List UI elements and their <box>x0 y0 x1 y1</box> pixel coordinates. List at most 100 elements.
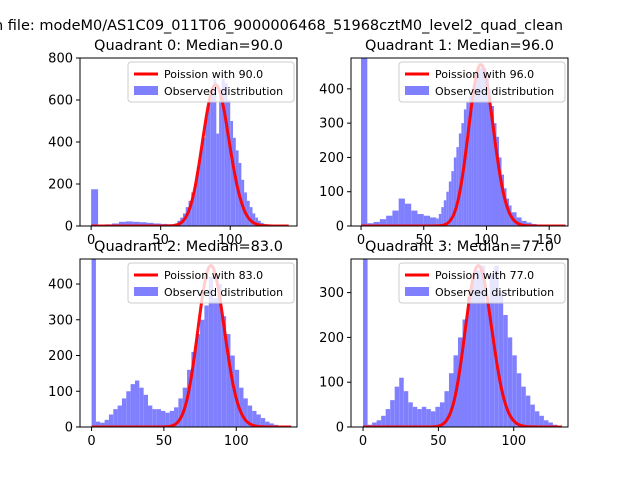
histogram-bar <box>249 207 253 226</box>
histogram-bar <box>134 380 140 427</box>
histogram-bar <box>411 210 418 226</box>
histogram-bar <box>126 391 131 427</box>
panel-title: Quadrant 2: Median=83.0 <box>94 239 283 255</box>
histogram-bar <box>398 198 405 226</box>
histogram-bar <box>363 259 368 427</box>
histogram-bar <box>373 221 380 226</box>
x-tick-label: 0 <box>87 233 95 248</box>
panel-title: Quadrant 1: Median=96.0 <box>365 38 554 54</box>
histogram-bar <box>526 222 532 226</box>
histogram-bar <box>496 136 500 226</box>
histogram-bar <box>498 292 504 427</box>
histogram-bar <box>260 418 266 427</box>
histogram-bar <box>394 386 400 427</box>
histogram-bar <box>139 387 144 427</box>
y-tick-label: 400 <box>319 82 344 97</box>
histogram-bar <box>247 405 253 427</box>
histogram-bar <box>207 100 211 226</box>
y-tick-label: 200 <box>319 151 344 166</box>
histogram-bar <box>485 301 490 427</box>
x-tick-label: 50 <box>430 434 447 449</box>
poisson-curve <box>91 264 292 427</box>
histogram-bar <box>361 58 368 226</box>
histogram-bar <box>125 221 133 226</box>
histogram-bar <box>188 200 192 226</box>
histogram-bar <box>448 181 452 226</box>
x-tick-label: 0 <box>359 434 367 449</box>
histogram-bar <box>501 174 505 226</box>
x-tick-label: 100 <box>501 434 526 449</box>
histogram-bar <box>243 398 248 427</box>
panel-title: Quadrant 0: Median=90.0 <box>94 38 283 54</box>
histogram-bar <box>438 214 442 226</box>
histogram-bar <box>100 422 105 427</box>
histogram-bar <box>118 221 126 226</box>
legend-label-observed: Observed distribution <box>164 85 283 98</box>
histogram-bar <box>399 377 404 427</box>
histogram-bar <box>213 79 217 226</box>
legend: Poission with 96.0 Observed distribution <box>398 61 566 103</box>
histogram-bar <box>252 213 256 226</box>
histogram-bar <box>204 305 209 427</box>
histogram-bar <box>481 64 484 226</box>
histogram-bar <box>230 355 235 427</box>
histogram-bar <box>256 414 261 427</box>
legend-label-observed: Observed distribution <box>435 286 554 299</box>
histogram-bar <box>104 419 109 427</box>
legend-swatch-observed <box>405 287 429 296</box>
x-tick-label: 0 <box>357 233 365 248</box>
y-tick-label: 300 <box>319 286 344 301</box>
histogram-bar <box>466 102 469 226</box>
x-tick-label: 100 <box>218 233 243 248</box>
histogram-bar <box>91 189 99 226</box>
histogram-bar <box>516 217 522 226</box>
histogram-bar <box>156 409 162 427</box>
histogram-bar <box>435 406 440 427</box>
axes-frame <box>79 258 298 428</box>
histogram-bar <box>139 222 147 226</box>
histogram-bar <box>423 215 431 226</box>
y-tick-label: 0 <box>336 220 344 235</box>
histogram-bar <box>130 384 135 427</box>
histogram-bar <box>403 391 409 427</box>
histogram-bar <box>507 337 513 427</box>
legend-box <box>398 262 566 304</box>
histogram-bar <box>468 95 472 226</box>
histogram-bar <box>480 265 486 427</box>
histogram-bar <box>486 78 489 226</box>
histogram-bar <box>208 276 214 427</box>
histogram-bar <box>202 137 206 226</box>
histogram-bar <box>108 414 114 427</box>
x-tick-label: 0 <box>87 434 95 449</box>
histogram-bar <box>143 394 148 427</box>
histogram-bar <box>412 406 418 427</box>
histogram-bar <box>476 75 479 226</box>
histogram-bar <box>521 220 527 226</box>
poisson-curve <box>91 83 289 226</box>
histogram-bar <box>174 407 179 427</box>
histogram-bar <box>453 157 457 226</box>
y-tick-label: 400 <box>48 136 73 151</box>
panel-title: Quadrant 3: Median=77.0 <box>365 239 554 255</box>
histogram-bar <box>244 192 247 226</box>
histogram-bar <box>462 319 468 427</box>
histogram-bar <box>194 184 197 226</box>
histogram-bar <box>543 420 549 427</box>
y-tick-label: 400 <box>48 278 73 293</box>
y-tick-label: 100 <box>319 376 344 391</box>
histogram-bar <box>488 88 492 226</box>
histogram-bar <box>456 147 459 226</box>
histogram-bar <box>512 355 517 427</box>
legend-box <box>398 61 566 103</box>
chart-panel-2: 0 100 200 300 400 0 50 100 Quadrant 2: Median=83… <box>48 239 298 449</box>
histogram-bar <box>491 106 494 226</box>
histogram-bar <box>221 316 227 427</box>
axes-frame <box>350 57 569 227</box>
histogram-bar <box>221 79 225 226</box>
chart-panel-1: 0 100 200 300 400 0 50 100 150 Quadrant 1: Median… <box>319 38 569 248</box>
histogram-bar <box>417 409 422 427</box>
legend-label-poisson: Poission with 96.0 <box>435 68 534 81</box>
histogram-bar <box>121 398 127 427</box>
legend: Poission with 90.0 Observed distribution <box>127 61 295 103</box>
